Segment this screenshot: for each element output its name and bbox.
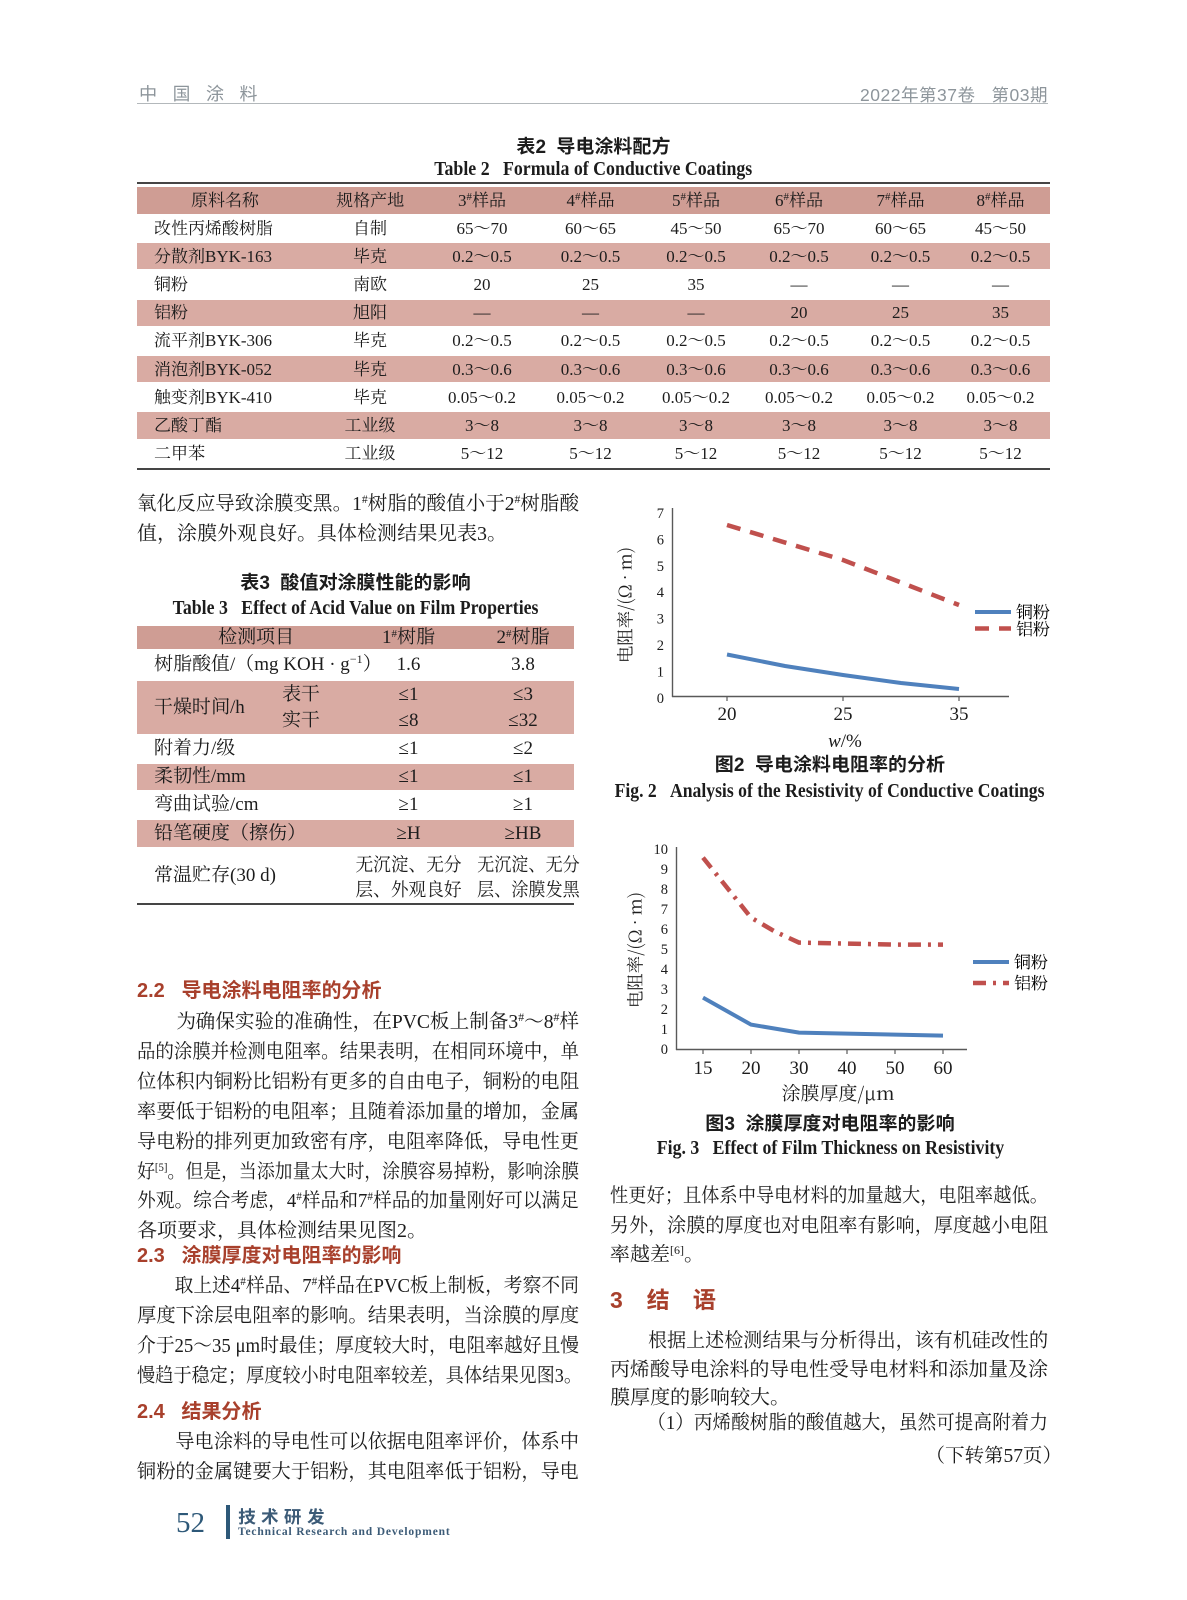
svg-text:7: 7 [657, 506, 664, 522]
svg-text:15: 15 [694, 1058, 713, 1079]
svg-text:1: 1 [657, 664, 664, 680]
svg-text:4: 4 [657, 585, 665, 601]
svg-text:涂膜厚度/μm: 涂膜厚度/μm [781, 1079, 894, 1106]
svg-text:铝粉: 铝粉 [1014, 969, 1048, 994]
svg-text:9: 9 [661, 862, 668, 878]
svg-text:3: 3 [661, 982, 668, 998]
svg-text:5: 5 [657, 559, 664, 575]
svg-text:40: 40 [838, 1058, 857, 1079]
svg-text:8: 8 [661, 882, 668, 898]
svg-text:30: 30 [790, 1058, 809, 1079]
svg-text:铜粉: 铜粉 [1016, 598, 1050, 623]
svg-text:0: 0 [657, 691, 664, 707]
svg-text:4: 4 [661, 962, 669, 978]
svg-text:5: 5 [661, 942, 668, 958]
svg-text:50: 50 [886, 1058, 905, 1079]
svg-text:25: 25 [834, 704, 853, 725]
svg-text:6: 6 [657, 532, 664, 548]
svg-text:10: 10 [654, 842, 669, 858]
svg-text:1: 1 [661, 1022, 668, 1038]
svg-text:2: 2 [661, 1002, 668, 1018]
svg-text:电阻率/(Ω · m): 电阻率/(Ω · m) [613, 547, 638, 663]
svg-text:60: 60 [934, 1058, 953, 1079]
svg-text:铜粉: 铜粉 [1014, 948, 1048, 973]
svg-text:6: 6 [661, 922, 668, 938]
svg-text:铝粉: 铝粉 [1016, 615, 1050, 640]
svg-text:0: 0 [661, 1042, 668, 1058]
svg-text:电阻率/(Ω · m): 电阻率/(Ω · m) [623, 892, 648, 1008]
svg-text:2: 2 [657, 638, 664, 654]
svg-text:3: 3 [657, 612, 664, 628]
svg-text:35: 35 [950, 704, 969, 725]
svg-text:20: 20 [742, 1058, 761, 1079]
svg-text:20: 20 [718, 704, 737, 725]
svg-text:7: 7 [661, 902, 668, 918]
svg-text:w/%: w/% [828, 731, 862, 752]
